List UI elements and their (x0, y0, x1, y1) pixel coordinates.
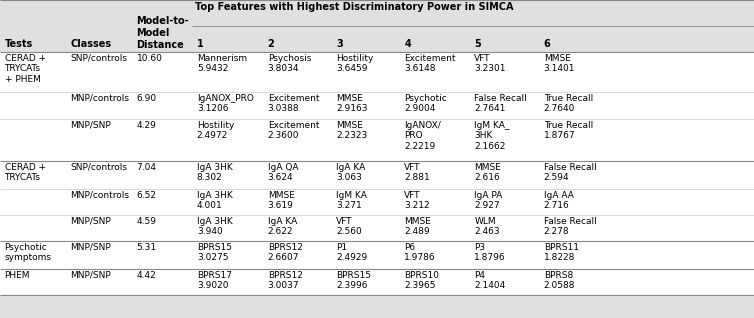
Text: BPRS15
2.3996: BPRS15 2.3996 (336, 271, 371, 290)
Text: SNP/controls: SNP/controls (70, 162, 127, 172)
Text: IgA QA
3.624: IgA QA 3.624 (268, 162, 298, 182)
Text: VFT
3.212: VFT 3.212 (404, 190, 430, 210)
Text: 6.90: 6.90 (136, 93, 157, 103)
Text: IgA AA
2.716: IgA AA 2.716 (544, 190, 574, 210)
Text: VFT
2.881: VFT 2.881 (404, 162, 430, 182)
Text: Psychotic
symptoms: Psychotic symptoms (5, 243, 51, 262)
Text: VFT
3.2301: VFT 3.2301 (474, 54, 506, 73)
Text: 5.31: 5.31 (136, 243, 157, 252)
Text: Psychosis
3.8034: Psychosis 3.8034 (268, 54, 311, 73)
Text: 4: 4 (404, 39, 411, 49)
Text: PHEM: PHEM (5, 271, 30, 280)
Text: Psychotic
2.9004: Psychotic 2.9004 (404, 93, 447, 113)
Text: CERAD +
TRYCATs: CERAD + TRYCATs (5, 162, 46, 182)
Text: Excitement
2.3600: Excitement 2.3600 (268, 121, 319, 140)
Text: BPRS12
2.6607: BPRS12 2.6607 (268, 243, 302, 262)
Text: P4
2.1404: P4 2.1404 (474, 271, 505, 290)
Text: IgM KA
3.271: IgM KA 3.271 (336, 190, 367, 210)
Text: 6: 6 (544, 39, 550, 49)
Text: IgANOX/
PRO
2.2219: IgANOX/ PRO 2.2219 (404, 121, 441, 151)
Text: BPRS17
3.9020: BPRS17 3.9020 (197, 271, 231, 290)
Text: 4.29: 4.29 (136, 121, 156, 130)
Bar (0, 0, 754, 52)
Text: 4.42: 4.42 (136, 271, 156, 280)
Text: Mannerism
5.9432: Mannerism 5.9432 (197, 54, 247, 73)
Text: BPRS10
2.3965: BPRS10 2.3965 (404, 271, 439, 290)
Text: 1: 1 (197, 39, 204, 49)
Text: P1
2.4929: P1 2.4929 (336, 243, 367, 262)
Text: Top Features with Highest Discriminatory Power in SIMCA: Top Features with Highest Discriminatory… (195, 2, 513, 12)
Text: BPRS12
3.0037: BPRS12 3.0037 (268, 271, 302, 290)
Text: 10.60: 10.60 (136, 54, 162, 63)
Text: 4.59: 4.59 (136, 217, 157, 225)
Text: IgA KA
2.622: IgA KA 2.622 (268, 217, 297, 236)
Text: MNP/SNP: MNP/SNP (70, 217, 111, 225)
Text: IgA KA
3.063: IgA KA 3.063 (336, 162, 366, 182)
Text: MNP/SNP: MNP/SNP (70, 121, 111, 130)
Text: BPRS15
3.0275: BPRS15 3.0275 (197, 243, 231, 262)
Text: P6
1.9786: P6 1.9786 (404, 243, 436, 262)
Text: 6.52: 6.52 (136, 190, 157, 200)
Text: MMSE
3.619: MMSE 3.619 (268, 190, 295, 210)
Text: IgA PA
2.927: IgA PA 2.927 (474, 190, 502, 210)
Text: Excitement
3.0388: Excitement 3.0388 (268, 93, 319, 113)
Text: IgANOX_PRO
3.1206: IgANOX_PRO 3.1206 (197, 93, 253, 113)
Text: P3
1.8796: P3 1.8796 (474, 243, 506, 262)
Text: MNP/controls: MNP/controls (70, 93, 129, 103)
Text: Tests: Tests (5, 39, 32, 50)
Text: WLM
2.463: WLM 2.463 (474, 217, 500, 236)
Text: False Recall
2.278: False Recall 2.278 (544, 217, 596, 236)
Text: IgA 3HK
4.001: IgA 3HK 4.001 (197, 190, 232, 210)
Text: MMSE
2.2323: MMSE 2.2323 (336, 121, 367, 140)
Text: 7.04: 7.04 (136, 162, 157, 172)
Text: MMSE
2.489: MMSE 2.489 (404, 217, 431, 236)
Text: 5: 5 (474, 39, 481, 49)
Text: MNP/controls: MNP/controls (70, 190, 129, 200)
Text: Excitement
3.6148: Excitement 3.6148 (404, 54, 455, 73)
Text: CERAD +
TRYCATs
+ PHEM: CERAD + TRYCATs + PHEM (5, 54, 46, 84)
Text: False Recall
2.594: False Recall 2.594 (544, 162, 596, 182)
Text: Hostility
2.4972: Hostility 2.4972 (197, 121, 234, 140)
Text: True Recall
2.7640: True Recall 2.7640 (544, 93, 593, 113)
Text: True Recall
1.8767: True Recall 1.8767 (544, 121, 593, 140)
Text: Classes: Classes (70, 39, 112, 50)
Text: 2: 2 (268, 39, 274, 49)
Text: MMSE
2.9163: MMSE 2.9163 (336, 93, 368, 113)
Text: MNP/SNP: MNP/SNP (70, 243, 111, 252)
Text: MMSE
2.616: MMSE 2.616 (474, 162, 501, 182)
Text: IgA 3HK
8.302: IgA 3HK 8.302 (197, 162, 232, 182)
Text: VFT
2.560: VFT 2.560 (336, 217, 362, 236)
Text: IgM KA_
3HK
2.1662: IgM KA_ 3HK 2.1662 (474, 121, 510, 151)
Text: Hostility
3.6459: Hostility 3.6459 (336, 54, 374, 73)
Text: BPRS8
2.0588: BPRS8 2.0588 (544, 271, 575, 290)
Text: Model-to-
Model
Distance: Model-to- Model Distance (136, 17, 189, 51)
Text: MMSE
3.1401: MMSE 3.1401 (544, 54, 575, 73)
Text: SNP/controls: SNP/controls (70, 54, 127, 63)
Text: IgA 3HK
3.940: IgA 3HK 3.940 (197, 217, 232, 236)
Text: MNP/SNP: MNP/SNP (70, 271, 111, 280)
Text: 3: 3 (336, 39, 343, 49)
Text: False Recall
2.7641: False Recall 2.7641 (474, 93, 527, 113)
Text: BPRS11
1.8228: BPRS11 1.8228 (544, 243, 578, 262)
